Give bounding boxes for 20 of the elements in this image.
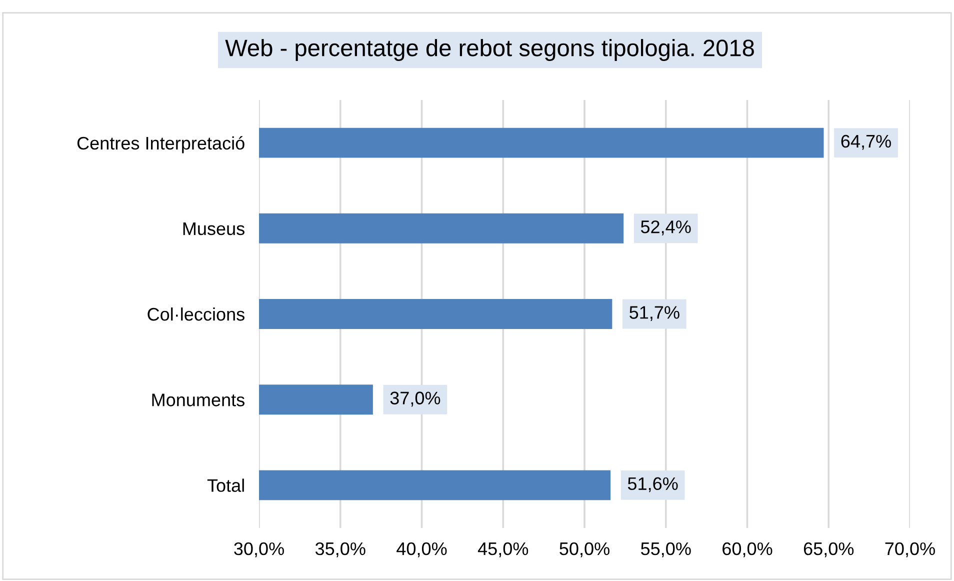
data-label: 37,0% <box>390 392 440 407</box>
y-tick-label: Monuments <box>152 394 244 406</box>
x-tick-label: 70,0% <box>885 542 935 558</box>
x-tick-label: 30,0% <box>234 542 284 558</box>
data-label: 52,4% <box>640 220 691 236</box>
x-tick-label: 60,0% <box>722 542 772 558</box>
y-tick-label: Museus <box>183 222 244 236</box>
x-tick-label: 65,0% <box>804 542 854 558</box>
data-label: 51,6% <box>628 477 678 492</box>
x-tick-label: 50,0% <box>560 542 610 558</box>
y-tick-label: Total <box>207 478 244 492</box>
data-label: 64,7% <box>841 134 891 150</box>
x-tick-label: 45,0% <box>478 542 528 558</box>
y-tick-label: Centres Interpretació <box>77 136 244 154</box>
x-tick-label: 55,0% <box>641 542 691 558</box>
data-label: 51,7% <box>630 306 680 321</box>
x-tick-label: 35,0% <box>315 542 366 558</box>
x-tick-label: 40,0% <box>396 542 447 558</box>
y-tick-label: Col·leccions <box>148 307 244 321</box>
chart-title: Web - percentatge de rebot segons tipologia. 2018 <box>225 38 754 62</box>
